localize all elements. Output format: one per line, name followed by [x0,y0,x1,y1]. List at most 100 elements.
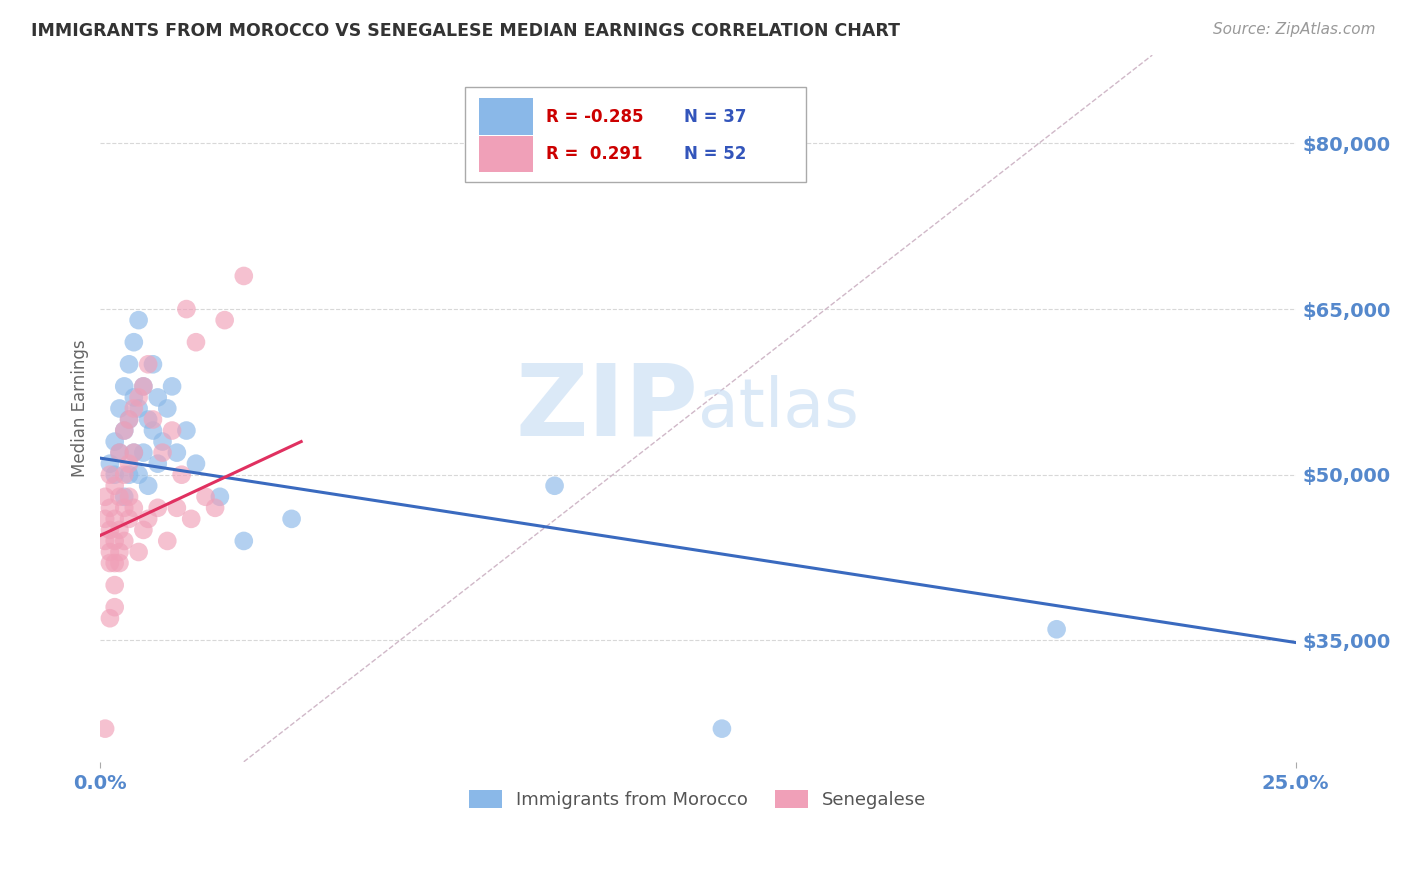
Point [94,722,117,736]
Point [108,445,131,459]
Text: N = 37: N = 37 [683,108,747,126]
Point [128,391,150,405]
Point [122,445,145,459]
Y-axis label: Median Earnings: Median Earnings [72,340,89,477]
Point [194,490,217,504]
Point [180,512,202,526]
Point [142,424,165,438]
Point [98,545,121,559]
Point [118,357,141,371]
Point [104,533,127,548]
Point [108,545,131,559]
Point [98,500,121,515]
Point [112,424,135,438]
Point [136,412,159,426]
Point [94,490,117,504]
Point [108,556,131,570]
Point [118,467,141,482]
Point [112,424,135,438]
Point [104,556,127,570]
Text: N = 52: N = 52 [683,145,747,163]
Point [710,722,733,736]
Point [160,379,183,393]
FancyBboxPatch shape [465,87,806,182]
Point [142,412,165,426]
Point [132,523,155,537]
Text: ZIP: ZIP [515,360,697,457]
Point [232,268,254,283]
Point [118,490,141,504]
Point [122,445,145,459]
Point [128,467,150,482]
Point [204,500,226,515]
Point [132,445,155,459]
Point [112,500,135,515]
Point [128,313,150,327]
Point [543,479,565,493]
Point [118,457,141,471]
Point [122,500,145,515]
Point [132,379,155,393]
Point [104,479,127,493]
Point [128,545,150,559]
Point [132,379,155,393]
Point [112,490,135,504]
Point [280,512,302,526]
Point [112,533,135,548]
Point [122,401,145,416]
FancyBboxPatch shape [479,136,533,172]
Point [104,578,127,592]
Text: R =  0.291: R = 0.291 [546,145,643,163]
Point [104,434,127,449]
Point [176,424,198,438]
Point [146,391,169,405]
Point [122,335,145,350]
Point [118,512,141,526]
Point [184,335,207,350]
Point [160,424,183,438]
Point [232,533,254,548]
Point [1046,622,1069,636]
Point [104,467,127,482]
Text: R = -0.285: R = -0.285 [546,108,644,126]
Point [98,556,121,570]
Text: Source: ZipAtlas.com: Source: ZipAtlas.com [1212,22,1375,37]
Point [156,401,179,416]
Point [156,533,179,548]
Point [122,391,145,405]
Point [128,401,150,416]
Point [112,379,135,393]
Point [214,313,236,327]
Point [152,445,174,459]
Text: IMMIGRANTS FROM MOROCCO VS SENEGALESE MEDIAN EARNINGS CORRELATION CHART: IMMIGRANTS FROM MOROCCO VS SENEGALESE ME… [31,22,900,40]
Point [112,467,135,482]
Point [104,600,127,615]
Point [136,479,159,493]
Point [176,302,198,317]
Point [98,457,121,471]
Point [108,523,131,537]
Point [208,490,231,504]
Point [98,467,121,482]
Point [118,412,141,426]
Point [98,611,121,625]
Point [184,457,207,471]
Point [142,357,165,371]
Point [104,512,127,526]
Point [166,445,188,459]
FancyBboxPatch shape [479,98,533,135]
Legend: Immigrants from Morocco, Senegalese: Immigrants from Morocco, Senegalese [463,782,934,816]
Point [98,523,121,537]
Point [170,467,193,482]
Point [152,434,174,449]
Point [166,500,188,515]
Point [94,533,117,548]
Point [146,500,169,515]
Point [136,357,159,371]
Point [94,512,117,526]
Point [108,401,131,416]
Point [118,412,141,426]
Point [136,512,159,526]
Text: atlas: atlas [697,376,859,442]
Point [146,457,169,471]
